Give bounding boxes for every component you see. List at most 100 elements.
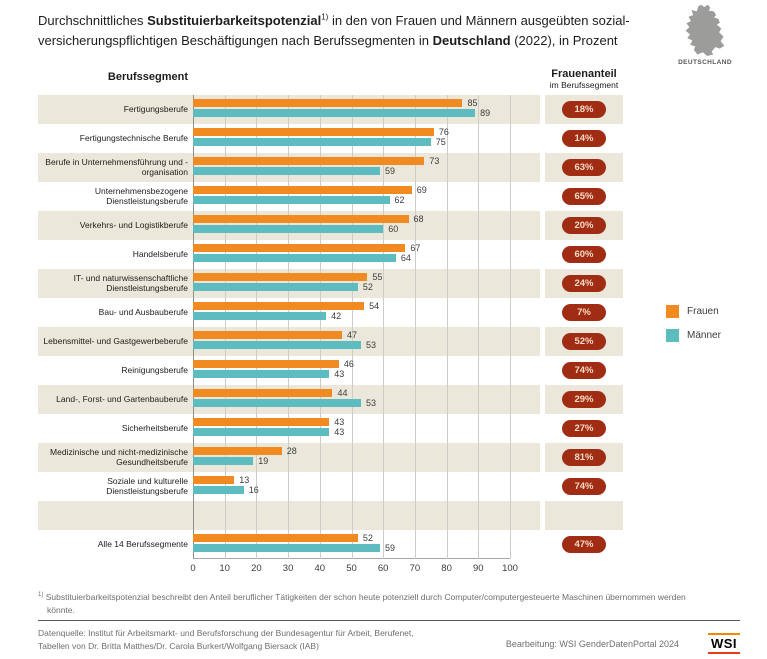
maenner-value: 43 [334, 427, 345, 437]
legend-label-maenner: Männer [687, 330, 721, 341]
legend: Frauen Männer [666, 305, 721, 353]
maenner-value: 89 [480, 108, 491, 118]
maenner-value: 43 [334, 369, 345, 379]
chart-row: Medizinische und nicht-medizinische Gesu… [38, 443, 623, 472]
chart-rows: Fertigungsberufe 85 89 18% Fertigungstec… [38, 95, 623, 559]
frauen-value: 52 [362, 533, 373, 543]
page-title: Durchschnittliches Substituierbarkeitspo… [38, 11, 683, 51]
x-tick-label: 100 [502, 563, 518, 574]
frauen-bar [193, 273, 368, 281]
maenner-bar [193, 341, 361, 349]
maenner-value: 53 [366, 398, 377, 408]
frauenanteil-badge: 7% [562, 304, 606, 321]
frauen-bar [193, 302, 365, 310]
maenner-bar [193, 283, 358, 291]
maenner-bar [193, 544, 381, 552]
row-label: Land-, Forst- und Gartenbauberufe [56, 393, 188, 404]
source-line-1: Datenquelle: Institut für Arbeitsmarkt- … [38, 628, 414, 638]
frauen-bar [193, 418, 330, 426]
x-tick-label: 80 [441, 563, 452, 574]
frauen-value: 44 [337, 388, 348, 398]
frauenanteil-badge: 74% [562, 478, 606, 495]
frauen-bar [193, 534, 358, 542]
frauen-bar [193, 389, 333, 397]
maenner-value: 53 [366, 340, 377, 350]
chart-row [38, 501, 623, 530]
maenner-value: 42 [331, 311, 342, 321]
frauenanteil-badge: 47% [562, 536, 606, 553]
column-header-berufssegment: Berufssegment [107, 71, 188, 83]
maenner-value: 59 [385, 166, 396, 176]
frauen-value: 68 [413, 214, 424, 224]
frauen-swatch-icon [666, 305, 679, 318]
frauen-bar [193, 215, 409, 223]
maenner-bar [193, 225, 384, 233]
frauen-value: 46 [343, 359, 354, 369]
maenner-value: 60 [388, 224, 399, 234]
chart-row: Sicherheitsberufe 43 43 27% [38, 414, 623, 443]
maenner-bar [193, 370, 330, 378]
footnote-marker: 1) [321, 12, 329, 22]
row-label: Berufe in Unternehmensführung und -organ… [45, 156, 188, 177]
chart-row: Reinigungsberufe 46 43 74% [38, 356, 623, 385]
row-label: Handelsberufe [132, 248, 188, 259]
frauen-bar [193, 157, 425, 165]
chart-row: IT- und naturwissenschaftliche Dienstlei… [38, 269, 623, 298]
data-source: Datenquelle: Institut für Arbeitsmarkt- … [38, 627, 468, 653]
frauenanteil-badge: 14% [562, 130, 606, 147]
frauenanteil-badge: 60% [562, 246, 606, 263]
chart-row: Berufe in Unternehmensführung und -organ… [38, 153, 623, 182]
maenner-value: 19 [258, 456, 269, 466]
x-tick-label: 50 [346, 563, 357, 574]
bar-chart: Fertigungsberufe 85 89 18% Fertigungstec… [38, 95, 623, 574]
row-label: Lebensmittel- und Gastgewerbeberufe [43, 335, 188, 346]
title-line-2: versicherungspflichtigen Beschäftigungen… [38, 33, 618, 49]
maenner-bar [193, 196, 390, 204]
frauen-value: 85 [467, 98, 478, 108]
maenner-bar [193, 109, 476, 117]
maenner-value: 75 [435, 137, 446, 147]
germany-map-block: DEUTSCHLAND [672, 4, 738, 66]
chart-row: Lebensmittel- und Gastgewerbeberufe 47 5… [38, 327, 623, 356]
frauen-bar [193, 128, 434, 136]
map-label: DEUTSCHLAND [678, 59, 732, 66]
frauenanteil-badge: 18% [562, 101, 606, 118]
frauen-value: 55 [372, 272, 383, 282]
row-label: Medizinische und nicht-medizinische Gesu… [50, 446, 188, 467]
frauen-value: 28 [286, 446, 297, 456]
wsi-logo: WSI [707, 633, 740, 654]
frauen-value: 67 [410, 243, 421, 253]
row-label: IT- und naturwissenschaftliche Dienstlei… [73, 272, 188, 293]
bearbeitung-credit: Bearbeitung: WSI GenderDatenPortal 2024 [505, 639, 679, 649]
row-label: Fertigungstechnische Berufe [79, 132, 188, 143]
maenner-value: 62 [394, 195, 405, 205]
x-tick-label: 20 [251, 563, 262, 574]
maenner-bar [193, 167, 381, 175]
maenner-bar [193, 312, 327, 320]
chart-row: Alle 14 Berufssegmente 52 59 47% [38, 530, 623, 559]
legend-item-frauen: Frauen [666, 305, 721, 318]
frauen-value: 54 [369, 301, 380, 311]
frauen-bar [193, 244, 406, 252]
x-tick-label: 60 [377, 563, 389, 574]
frauenanteil-badge: 65% [562, 188, 606, 205]
chart-row: Soziale und kulturelle Dienstleistungsbe… [38, 472, 623, 501]
x-tick-label: 0 [190, 563, 196, 574]
chart-row: Fertigungsberufe 85 89 18% [38, 95, 623, 124]
row-label: Fertigungsberufe [123, 103, 188, 114]
maenner-swatch-icon [666, 329, 679, 342]
maenner-value: 52 [362, 282, 373, 292]
x-axis: 0 10 20 30 40 50 60 70 80 90 100 [38, 563, 623, 577]
x-tick-label: 10 [219, 563, 230, 574]
frauen-bar [193, 447, 282, 455]
x-tick-label: 90 [473, 563, 484, 574]
row-label: Unternehmensbezogene Dienstleistungsberu… [94, 185, 188, 206]
source-line-2: Tabellen von Dr. Britta Matthes/Dr. Caro… [38, 641, 319, 652]
maenner-bar [193, 138, 431, 146]
chart-row: Unternehmensbezogene Dienstleistungsberu… [38, 182, 623, 211]
maenner-bar [193, 486, 244, 494]
chart-row: Bau- und Ausbauberufe 54 42 7% [38, 298, 623, 327]
frauenanteil-badge: 74% [562, 362, 606, 379]
x-tick-label: 40 [314, 563, 326, 574]
